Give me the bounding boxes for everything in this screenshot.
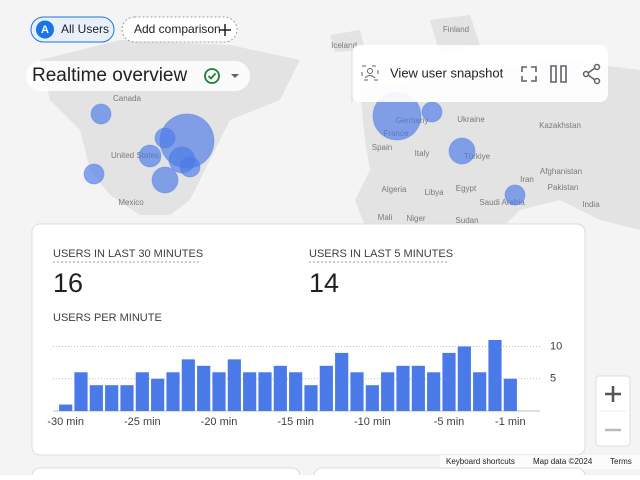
map-label: Saudi Arabia bbox=[479, 198, 525, 207]
snapshot-panel: View user snapshot bbox=[351, 45, 608, 102]
map-label: Ukraine bbox=[457, 115, 485, 124]
fullscreen-icon[interactable] bbox=[521, 66, 537, 82]
footer-link[interactable]: Terms bbox=[610, 457, 632, 466]
card-below bbox=[313, 467, 586, 480]
bar bbox=[365, 385, 379, 411]
share-icon[interactable] bbox=[582, 63, 601, 85]
bar bbox=[457, 346, 471, 411]
bar bbox=[396, 365, 410, 411]
y-tick-label: 5 bbox=[550, 373, 556, 385]
bar bbox=[258, 372, 272, 411]
bar bbox=[289, 372, 303, 411]
bar bbox=[166, 372, 180, 411]
map-label: Iceland bbox=[331, 41, 357, 50]
bar bbox=[212, 372, 226, 411]
bar bbox=[197, 365, 211, 411]
bar bbox=[381, 372, 395, 411]
x-tick-label: -30 min bbox=[47, 416, 84, 428]
map-label: Afghanistan bbox=[540, 167, 582, 176]
map-label: Mali bbox=[378, 213, 393, 222]
add-comparison-chip[interactable]: Add comparison bbox=[121, 16, 238, 43]
map-label: India bbox=[582, 200, 600, 209]
bar bbox=[243, 372, 257, 411]
bar bbox=[319, 365, 333, 411]
chip-label: All Users bbox=[61, 22, 109, 36]
footer-link[interactable]: Keyboard shortcuts bbox=[446, 457, 515, 466]
map-label: Algeria bbox=[382, 185, 407, 194]
x-tick-label: -15 min bbox=[277, 416, 314, 428]
bar bbox=[335, 352, 349, 411]
all-users-chip[interactable]: A All Users bbox=[30, 16, 115, 43]
bar bbox=[59, 404, 73, 411]
status-icon bbox=[204, 68, 220, 84]
map-label: Egypt bbox=[456, 184, 477, 193]
map-label: Mexico bbox=[118, 198, 144, 207]
bar bbox=[304, 385, 318, 411]
bar bbox=[181, 359, 195, 411]
y-tick-label: 10 bbox=[550, 340, 562, 352]
metric-label: USERS IN LAST 5 MINUTES bbox=[309, 248, 453, 260]
map-label: Kazakhstan bbox=[539, 121, 581, 130]
bar bbox=[350, 372, 364, 411]
bar bbox=[135, 372, 149, 411]
x-tick-label: -10 min bbox=[354, 416, 391, 428]
map-label: Pakistan bbox=[548, 183, 579, 192]
chip-label: Add comparison bbox=[134, 22, 221, 36]
x-tick-label: -25 min bbox=[124, 416, 161, 428]
zoom-controls bbox=[595, 375, 631, 447]
x-tick-label: -1 min bbox=[495, 416, 526, 428]
map-label: Sudan bbox=[455, 216, 478, 225]
bar bbox=[151, 378, 165, 411]
title-pill: Realtime overview bbox=[26, 61, 250, 91]
bar bbox=[89, 385, 103, 411]
bar bbox=[488, 340, 502, 411]
compare-icon[interactable] bbox=[550, 65, 567, 83]
map-label: Italy bbox=[415, 149, 430, 158]
map-label: United States bbox=[111, 151, 159, 160]
metric-label: USERS IN LAST 30 MINUTES bbox=[53, 248, 203, 260]
check bbox=[207, 72, 217, 80]
card-below bbox=[31, 467, 301, 480]
map-label: Finland bbox=[443, 25, 469, 34]
bar bbox=[427, 372, 441, 411]
badge: A bbox=[41, 24, 49, 36]
footer-text: Map data ©2024 bbox=[533, 457, 593, 466]
zoom-in[interactable] bbox=[605, 386, 621, 402]
bar bbox=[411, 365, 425, 411]
snapshot-button[interactable]: View user snapshot bbox=[361, 65, 504, 81]
bar bbox=[442, 352, 456, 411]
map-label: Canada bbox=[113, 94, 142, 103]
bar bbox=[227, 359, 241, 411]
metric-value: 16 bbox=[53, 268, 83, 298]
map-label: Libya bbox=[424, 188, 444, 197]
bar bbox=[473, 372, 487, 411]
map-label: Iran bbox=[520, 175, 534, 184]
dropdown[interactable] bbox=[231, 74, 239, 78]
bar bbox=[120, 385, 134, 411]
bar bbox=[105, 385, 119, 411]
user-bubbles bbox=[83, 91, 526, 206]
page-title: Realtime overview bbox=[32, 65, 187, 86]
bar bbox=[74, 372, 88, 411]
bar bbox=[273, 365, 287, 411]
bar bbox=[503, 378, 517, 411]
snapshot-label: View user snapshot bbox=[390, 65, 504, 80]
footer-bar bbox=[440, 455, 640, 469]
x-tick-label: -5 min bbox=[434, 416, 465, 428]
map-label: Spain bbox=[372, 143, 392, 152]
map-label: Türkiye bbox=[464, 152, 491, 161]
x-tick-label: -20 min bbox=[201, 416, 238, 428]
plus-icon bbox=[219, 24, 231, 36]
map-label: Niger bbox=[406, 214, 425, 223]
metric-value: 14 bbox=[309, 268, 339, 298]
chart-title: USERS PER MINUTE bbox=[53, 312, 162, 324]
